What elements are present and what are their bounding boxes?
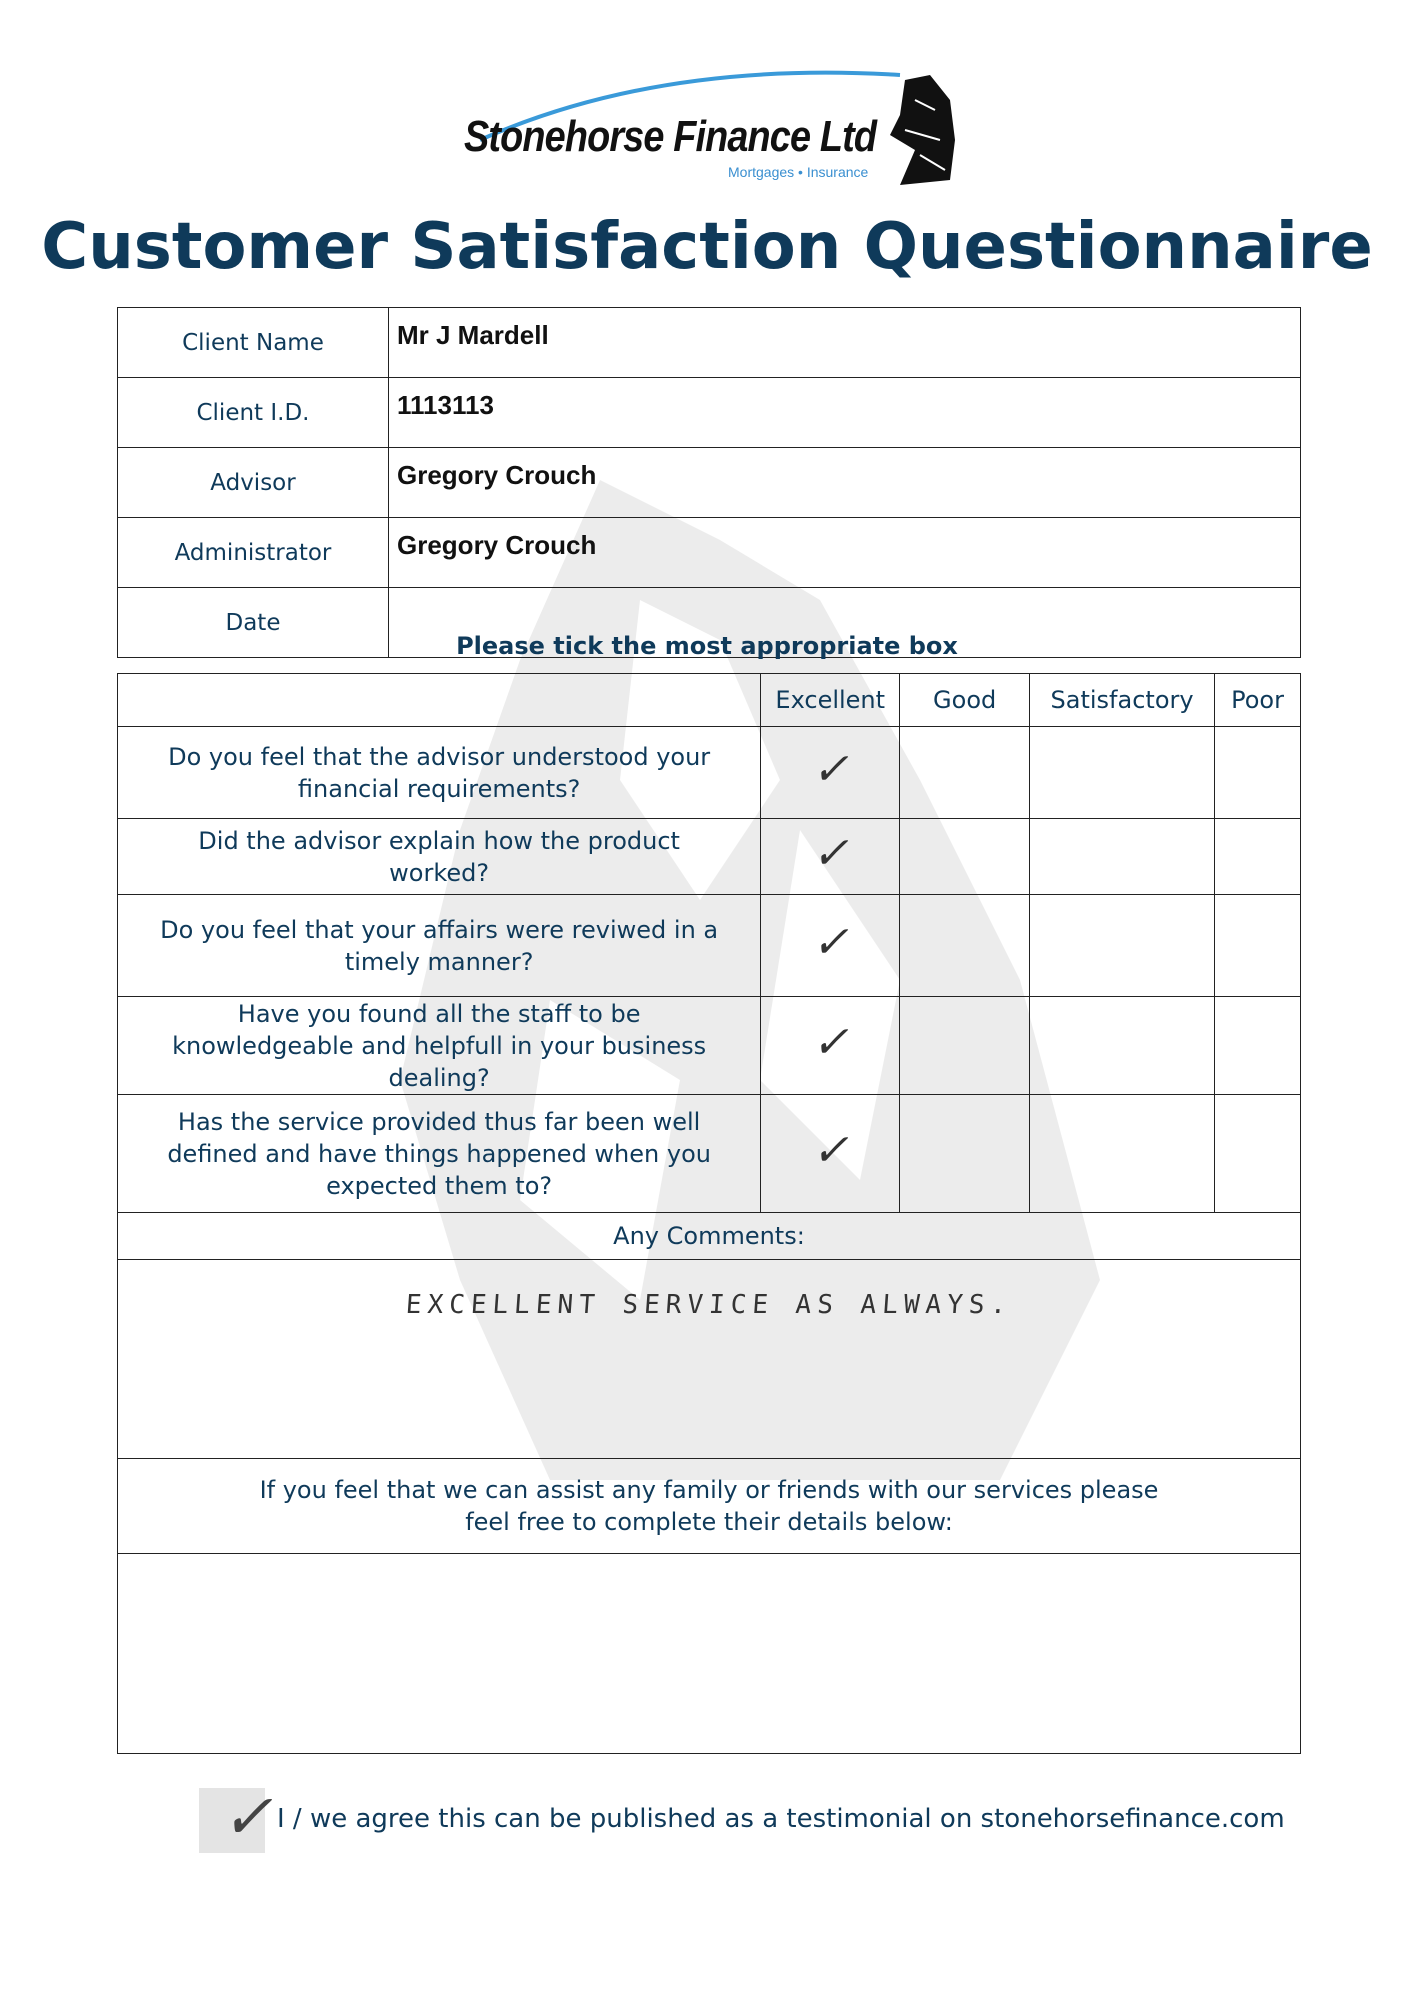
header-row: Excellent Good Satisfactory Poor [116,673,1301,727]
question-row: Do you feel that your affairs were reviw… [116,894,1301,997]
advisor-field[interactable]: Gregory Crouch [388,447,1301,518]
column-header-excellent: Excellent [760,673,901,727]
client-id-field[interactable]: 1113113 [388,377,1301,448]
rating-cell-good[interactable] [899,1094,1031,1213]
date-field[interactable] [388,587,1301,658]
referral-field[interactable] [117,1553,1301,1754]
testimonial-label: I / we agree this can be published as a … [277,1804,1285,1834]
administrator-field[interactable]: Gregory Crouch [388,517,1301,588]
page-title: Customer Satisfaction Questionnaire [41,210,1373,284]
rating-cell-poor[interactable] [1214,1094,1301,1213]
rating-cell-poor[interactable] [1214,996,1301,1095]
table-row: Client Name Mr J Mardell [117,307,1301,378]
rating-table: Excellent Good Satisfactory Poor Do you … [116,673,1301,1754]
rating-cell-satisfactory[interactable] [1029,894,1216,997]
question-row: Did the advisor explain how the product … [116,818,1301,895]
rating-cell-excellent[interactable]: ✓ [760,726,901,819]
checkmark-icon: ✓ [811,916,849,968]
rating-cell-poor[interactable] [1214,894,1301,997]
rating-cell-excellent[interactable]: ✓ [760,996,901,1095]
rating-cell-excellent[interactable]: ✓ [760,1094,901,1213]
testimonial-checkbox[interactable]: ✓ [199,1780,273,1853]
question-header [116,673,762,727]
rating-cell-excellent[interactable]: ✓ [760,818,901,895]
rating-cell-satisfactory[interactable] [1029,726,1216,819]
question-text: Do you feel that your affairs were reviw… [116,894,762,997]
rating-cell-good[interactable] [899,818,1031,895]
administrator-label: Administrator [117,517,389,588]
question-row: Do you feel that the advisor understood … [116,726,1301,819]
comments-handwriting: EXCELLENT SERVICE AS ALWAYS. [404,1290,1014,1320]
question-text: Has the service provided thus far been w… [116,1094,762,1213]
question-row: Have you found all the staff to be knowl… [116,996,1301,1095]
logo-tagline: Mortgages • Insurance [728,164,869,180]
rating-cell-satisfactory[interactable] [1029,818,1216,895]
rating-cell-satisfactory[interactable] [1029,996,1216,1095]
column-header-poor: Poor [1214,673,1301,727]
question-text: Did the advisor explain how the product … [116,818,762,895]
referral-prompt: If you feel that we can assist any famil… [117,1458,1301,1554]
comments-label: Any Comments: [117,1212,1301,1260]
client-name-label: Client Name [117,307,389,378]
table-row: Administrator Gregory Crouch [117,517,1301,588]
rating-cell-poor[interactable] [1214,818,1301,895]
rating-cell-good[interactable] [899,726,1031,819]
advisor-label: Advisor [117,447,389,518]
checkmark-icon: ✓ [811,827,849,879]
column-header-satisfactory: Satisfactory [1029,673,1216,727]
checkmark-icon: ✓ [811,743,849,795]
instruction-text: Please tick the most appropriate box [456,632,958,660]
company-logo: Stonehorse Finance Ltd Mortgages • Insur… [460,60,960,190]
table-row: Advisor Gregory Crouch [117,447,1301,518]
checkmark-icon: ✓ [811,1016,849,1068]
table-row: Client I.D. 1113113 [117,377,1301,448]
comments-field[interactable]: EXCELLENT SERVICE AS ALWAYS. [117,1259,1301,1459]
logo-name: Stonehorse Finance Ltd [464,112,877,161]
rating-cell-satisfactory[interactable] [1029,1094,1216,1213]
column-header-good: Good [899,673,1031,727]
horse-head-icon [890,75,955,185]
checkmark-icon: ✓ [221,1780,273,1853]
comments-row: EXCELLENT SERVICE AS ALWAYS. [117,1259,1301,1459]
rating-cell-good[interactable] [899,996,1031,1095]
question-row: Has the service provided thus far been w… [116,1094,1301,1213]
client-info-table: Client Name Mr J Mardell Client I.D. 11131… [117,307,1301,658]
table-row: Date [117,587,1301,658]
logo-swoosh [479,70,955,185]
rating-cell-poor[interactable] [1214,726,1301,819]
referral-row [117,1553,1301,1754]
rating-cell-excellent[interactable]: ✓ [760,894,901,997]
comments-label-row: Any Comments: [117,1212,1301,1260]
client-id-label: Client I.D. [117,377,389,448]
question-text: Have you found all the staff to be knowl… [116,996,762,1095]
question-text: Do you feel that the advisor understood … [116,726,762,819]
rating-cell-good[interactable] [899,894,1031,997]
referral-prompt-row: If you feel that we can assist any famil… [117,1458,1301,1554]
date-label: Date [117,587,389,658]
client-name-field[interactable]: Mr J Mardell [388,307,1301,378]
checkmark-icon: ✓ [811,1124,849,1176]
